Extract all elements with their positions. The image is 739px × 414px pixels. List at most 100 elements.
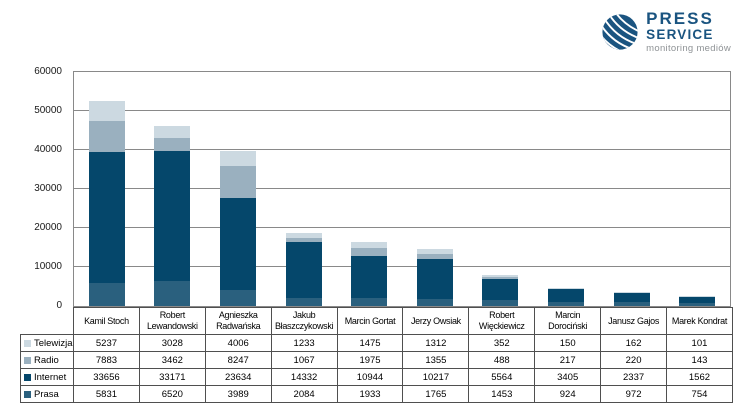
category-name-cell: Janusz Gajos — [600, 307, 668, 335]
bar-segment-telewizja — [154, 125, 191, 138]
gridline — [74, 227, 730, 228]
value-cell: 2337 — [600, 368, 668, 386]
bar-segment-radio — [220, 166, 256, 199]
bar-segment-prasa — [482, 300, 519, 306]
y-axis-tick-label: 40000 — [34, 144, 62, 155]
bar-segment-radio — [285, 237, 322, 242]
legend-swatch-icon — [24, 373, 31, 381]
value-cell: 488 — [468, 351, 536, 369]
bar — [285, 233, 322, 306]
bar-segment-radio — [416, 254, 453, 260]
value-cell: 10944 — [336, 368, 404, 386]
y-axis-tick-label: 60000 — [34, 66, 62, 77]
bar-segment-radio — [679, 296, 716, 297]
bar-segment-prasa — [154, 280, 191, 306]
legend-cell-telewizja: Telewizja — [20, 334, 74, 352]
bar — [88, 100, 125, 306]
bar-segment-prasa — [88, 283, 125, 306]
value-cell: 2084 — [270, 385, 338, 403]
category-name-cell: Marcin Gortat — [336, 307, 404, 335]
value-cell: 1975 — [336, 351, 404, 369]
bar — [482, 275, 519, 306]
value-cell: 3989 — [204, 385, 272, 403]
value-cell: 23634 — [204, 368, 272, 386]
bar-segment-internet — [679, 296, 716, 304]
bar-segment-telewizja — [285, 233, 322, 238]
bar — [679, 296, 716, 306]
logo-text: PRESS SERVICE monitoring mediów — [646, 10, 731, 53]
logo-line1: PRESS — [646, 9, 714, 28]
y-axis-tick-label: 20000 — [34, 222, 62, 233]
table-corner-cell — [21, 308, 74, 335]
press-service-logo: PRESS SERVICE monitoring mediów — [601, 10, 731, 53]
logo-line2: SERVICE — [646, 27, 714, 42]
bar-segment-telewizja — [88, 100, 125, 122]
bar-segment-prasa — [285, 297, 322, 306]
bar-segment-radio — [613, 292, 650, 294]
bar-segment-telewizja — [416, 248, 453, 254]
value-cell: 1765 — [402, 385, 470, 403]
table-row-telewizja: Telewizja 5237 3028 4006 1233 1475 1312 352 150 1… — [20, 334, 733, 352]
bar — [154, 125, 191, 306]
category-name-cell: Jakub Błaszczykowski — [270, 307, 338, 335]
table-row-internet: Internet 33656 33171 23634 14332 10944 10217 55… — [20, 368, 733, 386]
bar — [220, 150, 256, 306]
bar-segment-prasa — [220, 290, 256, 306]
logo-tagline: monitoring mediów — [646, 42, 731, 54]
legend-swatch-icon — [24, 390, 31, 398]
bar-segment-radio — [88, 121, 125, 153]
bar-segment-prasa — [351, 298, 388, 306]
legend-cell-radio: Radio — [20, 351, 74, 369]
legend-cell-prasa: Prasa — [20, 385, 74, 403]
y-axis-tick-label: 0 — [56, 300, 62, 311]
legend-label: Prasa — [34, 388, 59, 400]
category-names-row: Kamil Stoch Robert Lewandowski Agnieszka R… — [21, 307, 733, 335]
bar — [613, 291, 650, 306]
bar-segment-internet — [154, 151, 191, 281]
gridline — [74, 266, 730, 267]
bar-segment-radio — [548, 288, 584, 290]
bar-segment-telewizja — [351, 242, 388, 249]
value-cell: 8247 — [204, 351, 272, 369]
legend-label: Radio — [34, 354, 59, 366]
y-axis: 0 10000 20000 30000 40000 50000 60000 — [14, 66, 66, 311]
value-cell: 1355 — [402, 351, 470, 369]
value-cell: 33656 — [73, 368, 140, 386]
y-axis-tick-label: 10000 — [34, 261, 62, 272]
bar-segment-telewizja — [482, 275, 519, 277]
category-name-cell: Robert Więckiewicz — [468, 307, 536, 335]
globe-icon — [601, 12, 640, 51]
value-cell: 1475 — [336, 334, 404, 352]
value-cell: 5564 — [468, 368, 536, 386]
gridline — [74, 149, 730, 150]
value-cell: 162 — [600, 334, 668, 352]
bar-segment-telewizja — [548, 287, 584, 289]
bar-segment-prasa — [416, 299, 453, 306]
value-cell: 4006 — [204, 334, 272, 352]
value-cell: 5831 — [73, 385, 140, 403]
bar-segment-radio — [154, 137, 191, 152]
category-name-cell: Marcin Dorociński — [534, 307, 602, 335]
bar — [351, 242, 388, 306]
y-axis-tick-label: 30000 — [34, 183, 62, 194]
legend-swatch-icon — [24, 356, 31, 364]
bar-segment-radio — [482, 276, 519, 279]
table-row-prasa: Prasa 5831 6520 3989 2084 1933 1765 1453 924 972 7… — [20, 385, 733, 403]
bar — [416, 248, 453, 306]
y-axis-tick-label: 50000 — [34, 105, 62, 116]
bar-segment-internet — [482, 278, 519, 301]
value-cell: 101 — [666, 334, 733, 352]
plot-area — [73, 71, 731, 307]
value-cell: 352 — [468, 334, 536, 352]
gridline — [74, 110, 730, 111]
value-cell: 972 — [600, 385, 668, 403]
value-cell: 14332 — [270, 368, 338, 386]
value-cell: 143 — [666, 351, 733, 369]
legend-label: Internet — [34, 371, 67, 383]
value-cell: 1562 — [666, 368, 733, 386]
category-name-cell: Agnieszka Radwańska — [204, 307, 272, 335]
bar-segment-telewizja — [220, 150, 256, 167]
bar-segment-internet — [285, 241, 322, 298]
value-cell: 220 — [600, 351, 668, 369]
value-cell: 754 — [666, 385, 733, 403]
